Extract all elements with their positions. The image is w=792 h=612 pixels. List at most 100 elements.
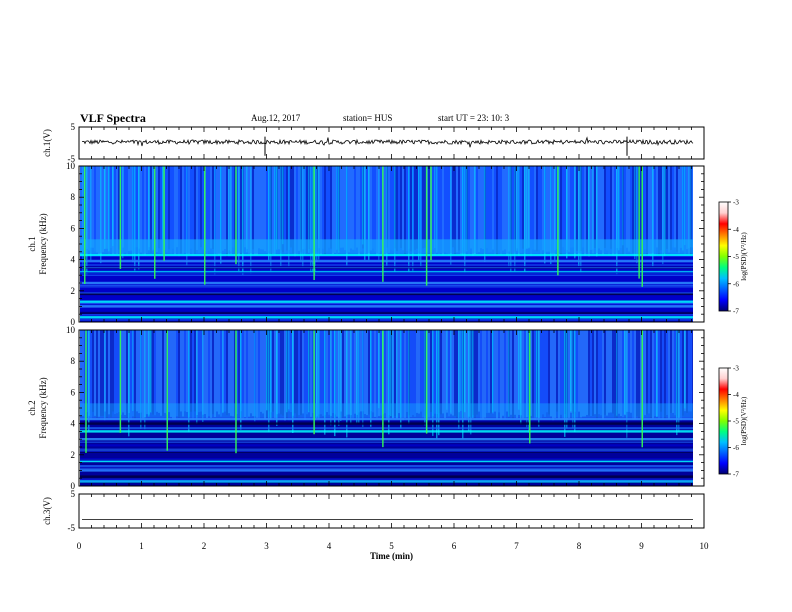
spectrogram-cell <box>676 166 678 252</box>
spectrogram-cell <box>316 166 318 262</box>
spectrogram-cell <box>208 166 210 252</box>
spectrogram-cell <box>354 330 356 414</box>
spectrogram-cell <box>404 166 406 254</box>
spectrogram-cell <box>312 330 314 413</box>
colorbar-label: log(PSD)(V²/Hz) <box>740 396 748 445</box>
spectrogram-cell <box>332 166 334 255</box>
spectrogram-cell <box>236 166 238 255</box>
spectrogram-cell <box>442 330 444 414</box>
spectrogram-cell <box>680 330 682 421</box>
spectrogram-cell <box>590 166 592 250</box>
spectrogram-cell <box>80 428 693 430</box>
spectrogram-cell <box>340 166 342 248</box>
spectrogram-cell <box>610 166 612 249</box>
spectrogram-cell <box>80 281 693 285</box>
y-tick-label: 10 <box>66 325 76 335</box>
spectrogram-cell <box>272 166 274 254</box>
spectrogram-cell <box>228 166 230 251</box>
spectrogram-cell <box>294 166 296 257</box>
spectrogram-cell <box>360 166 362 252</box>
spectrogram-cell <box>168 166 170 250</box>
spectrogram-cell <box>80 422 693 425</box>
spectrogram-cell <box>678 330 680 418</box>
spectrogram-ch2 <box>80 330 704 486</box>
spectrogram-cell <box>688 330 690 412</box>
spectrogram-cell <box>80 459 693 461</box>
spectrogram-cell <box>358 330 360 424</box>
spectrogram-cell <box>170 330 172 417</box>
spectrogram-cell <box>528 330 530 433</box>
spectrogram-cell <box>364 330 366 415</box>
spectrogram-cell <box>284 166 286 254</box>
spectrogram-cell <box>600 166 602 251</box>
spectrogram-cell <box>200 330 202 412</box>
x-tick-label: 1 <box>139 541 144 551</box>
spectrogram-cell <box>310 166 312 249</box>
spectrogram-cell <box>586 166 588 253</box>
spectrogram-cell <box>596 166 598 257</box>
spectrogram-cell <box>152 166 154 251</box>
spectrogram-cell <box>266 330 268 411</box>
spectrogram-cell <box>338 330 340 420</box>
spectrogram-cell <box>90 166 92 261</box>
spectrogram-cell <box>202 330 204 422</box>
colorbar-label: log(PSD)(V²/Hz) <box>740 232 748 281</box>
spectrogram-cell <box>224 330 226 412</box>
spectrogram-cell <box>140 330 142 413</box>
spectrogram-cell <box>214 330 216 418</box>
spectrogram-cell <box>458 330 460 429</box>
spectrogram-cell <box>502 330 504 416</box>
spectrogram-cell <box>425 166 428 286</box>
spectrogram-cell <box>88 166 90 251</box>
spectrogram-cell <box>94 330 96 416</box>
spectrogram-cell <box>620 166 622 249</box>
colorbar-tick-label: -4 <box>733 226 739 234</box>
spectrogram-cell <box>80 274 693 276</box>
spectrogram-cell <box>100 330 102 416</box>
spectrogram-cell <box>674 330 676 416</box>
spectrogram-cell <box>82 166 84 252</box>
spectrogram-cell <box>234 166 236 254</box>
spectrogram-cell <box>490 330 492 414</box>
spectrogram-cell <box>114 330 116 414</box>
spectrogram-cell <box>80 459 693 463</box>
spectrogram-cell <box>116 330 118 414</box>
spectrogram-cell <box>556 330 558 412</box>
spectrogram-cell <box>438 166 440 255</box>
spectrogram-cell <box>518 330 520 415</box>
spectrogram-cell <box>622 166 624 246</box>
spectrogram-cell <box>532 330 534 418</box>
spectrogram-cell <box>330 166 332 249</box>
spectrogram-cell <box>390 330 392 417</box>
ch1-series <box>81 136 694 148</box>
spectrogram-cell <box>174 166 176 255</box>
spectrogram-cell <box>557 166 559 276</box>
spectrogram-cell <box>328 166 330 248</box>
spectrogram-cell <box>80 450 693 452</box>
spectrogram-cell <box>268 330 270 432</box>
spectrogram-cell <box>254 330 256 422</box>
spectrogram-cell <box>602 330 604 420</box>
spectrogram-cell <box>668 330 670 420</box>
spectrogram-cell <box>188 330 190 432</box>
spectrogram-cell <box>80 478 693 481</box>
spectrogram-cell <box>324 330 326 435</box>
spectrogram-cell <box>252 330 254 417</box>
spectrogram-cell <box>248 330 250 417</box>
spectrogram-cell <box>648 330 650 414</box>
spectrogram-cell <box>312 166 314 272</box>
colorbar-tick-label: -4 <box>733 391 739 399</box>
spectrogram-cell <box>382 330 384 448</box>
spectrogram-cell <box>372 166 374 249</box>
spectrogram-cell <box>368 330 370 415</box>
spectrogram-cell <box>536 166 538 252</box>
spectrogram-cell <box>670 330 672 413</box>
spectrogram-cell <box>650 166 652 257</box>
station-label: station= HUS <box>343 113 393 123</box>
spectrogram-cell <box>596 330 598 420</box>
spectrogram-cell <box>98 166 100 255</box>
spectrogram-cell <box>313 166 315 281</box>
spectrogram-cell <box>246 166 248 249</box>
spectrogram-cell <box>516 330 518 419</box>
x-tick-label: 10 <box>700 541 710 551</box>
